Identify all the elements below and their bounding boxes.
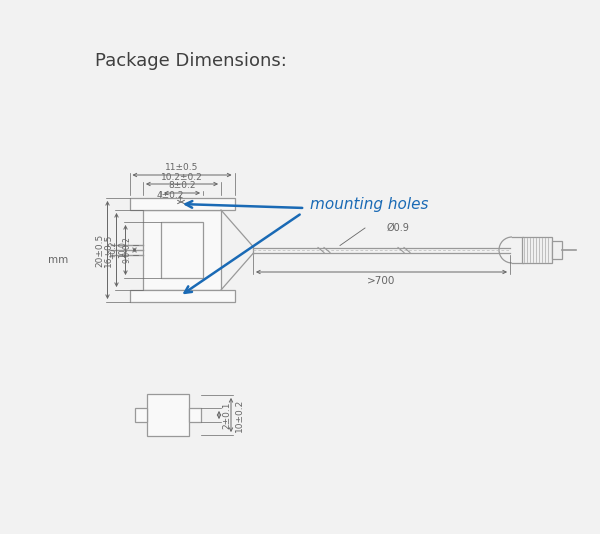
Bar — [189, 408, 201, 422]
Text: 8±0.2: 8±0.2 — [168, 182, 196, 191]
Circle shape — [176, 292, 185, 301]
Text: 20±0.5: 20±0.5 — [95, 233, 104, 266]
Bar — [147, 394, 189, 436]
Bar — [130, 198, 235, 210]
Text: Package Dimensions:: Package Dimensions: — [95, 52, 287, 70]
Bar — [135, 408, 147, 422]
Circle shape — [161, 417, 165, 421]
Text: mounting holes: mounting holes — [310, 198, 428, 213]
Text: 2±0.1: 2±0.1 — [223, 401, 232, 429]
Text: 9.6-0.2: 9.6-0.2 — [122, 237, 131, 263]
Text: >700: >700 — [367, 276, 395, 286]
Bar — [130, 290, 235, 302]
Circle shape — [148, 395, 188, 435]
Text: mm: mm — [48, 255, 68, 265]
Circle shape — [166, 417, 170, 421]
Text: Ø0.9: Ø0.9 — [387, 223, 410, 233]
Text: 11±0.5: 11±0.5 — [166, 163, 199, 172]
Bar — [522, 237, 552, 263]
Bar — [143, 210, 221, 290]
Text: 10±0.2: 10±0.2 — [235, 398, 244, 431]
Text: 10.2±0.2: 10.2±0.2 — [161, 172, 203, 182]
Bar — [552, 241, 562, 259]
Text: +0.2
10.0: +0.2 10.0 — [108, 241, 127, 259]
Text: 4±0.2: 4±0.2 — [157, 191, 184, 200]
Circle shape — [171, 417, 175, 421]
Circle shape — [176, 200, 185, 208]
Bar — [161, 222, 203, 278]
Text: 16±0.5: 16±0.5 — [104, 233, 113, 266]
